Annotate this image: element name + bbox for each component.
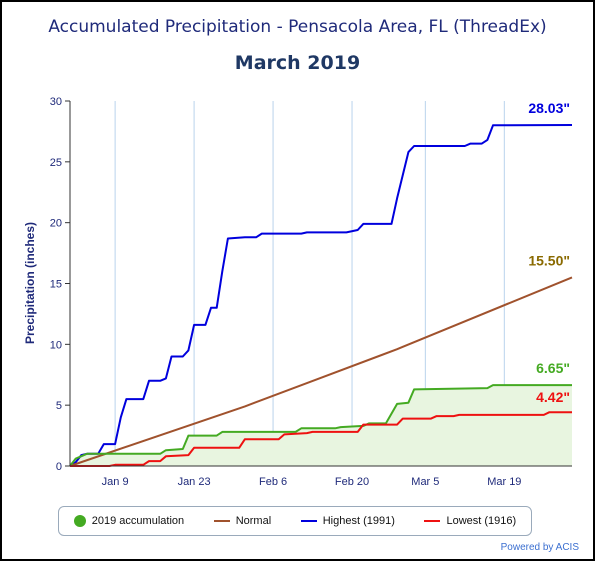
tick-labels: Jan 9 Jan 23 Feb 6 Feb 20 Mar 5 Mar 19 0 5 10 15 2… bbox=[50, 96, 522, 488]
legend-item-lowest[interactable]: Lowest (1916) bbox=[424, 515, 516, 527]
x-tick-label: Mar 5 bbox=[411, 476, 439, 488]
legend-line-icon bbox=[424, 520, 441, 522]
legend-line-icon bbox=[213, 520, 230, 522]
end-label-highest-1991: 28.03" bbox=[528, 100, 570, 116]
y-tick-label: 10 bbox=[50, 339, 62, 351]
end-label-2019-accumulation: 6.65" bbox=[536, 360, 570, 376]
legend-label: Lowest (1916) bbox=[446, 515, 517, 527]
area-fills bbox=[70, 385, 572, 466]
legend-label: Highest (1991) bbox=[322, 515, 395, 527]
chart-subtitle: March 2019 bbox=[234, 52, 361, 74]
x-tick-label: Feb 6 bbox=[259, 476, 287, 488]
legend-item-2019-accumulation[interactable]: 2019 accumulation bbox=[73, 515, 185, 527]
end-labels: 28.03" 15.50" 6.65" 4.42" bbox=[528, 100, 570, 405]
line-lowest-1916 bbox=[70, 411, 572, 467]
legend-label: 2019 accumulation bbox=[91, 515, 185, 527]
end-label-normal: 15.50" bbox=[528, 252, 570, 268]
y-tick-label: 25 bbox=[50, 157, 62, 169]
x-tick-label: Jan 9 bbox=[102, 476, 129, 488]
series-lines bbox=[69, 124, 573, 467]
y-tick-label: 5 bbox=[56, 400, 62, 412]
x-tick-label: Jan 23 bbox=[178, 476, 211, 488]
y-tick-label: 0 bbox=[56, 461, 62, 473]
line-2019-accumulation bbox=[69, 384, 572, 467]
legend-dot-icon bbox=[73, 515, 86, 527]
chart-title: Accumulated Precipitation - Pensacola Ar… bbox=[48, 17, 547, 37]
x-tick-label: Feb 20 bbox=[335, 476, 369, 488]
y-tick-label: 15 bbox=[50, 279, 62, 291]
y-tick-label: 20 bbox=[50, 218, 62, 230]
credit-link[interactable]: Powered by ACIS bbox=[500, 542, 579, 553]
y-axis-label: Precipitation (inches) bbox=[23, 222, 37, 344]
legend-line-icon bbox=[300, 520, 317, 522]
line-normal bbox=[69, 276, 573, 467]
x-tick-label: Mar 19 bbox=[487, 476, 521, 488]
legend-item-normal[interactable]: Normal bbox=[213, 515, 272, 527]
legend-label: Normal bbox=[235, 515, 272, 527]
chart-legend: 2019 accumulation Normal Highest (1991) … bbox=[58, 506, 532, 536]
legend-item-highest[interactable]: Highest (1991) bbox=[300, 515, 395, 527]
y-tick-label: 30 bbox=[50, 96, 62, 108]
axes bbox=[65, 100, 572, 467]
area-2019-accumulation bbox=[70, 385, 572, 466]
line-highest-1991 bbox=[69, 124, 573, 467]
end-label-lowest-1916: 4.42" bbox=[536, 389, 570, 405]
